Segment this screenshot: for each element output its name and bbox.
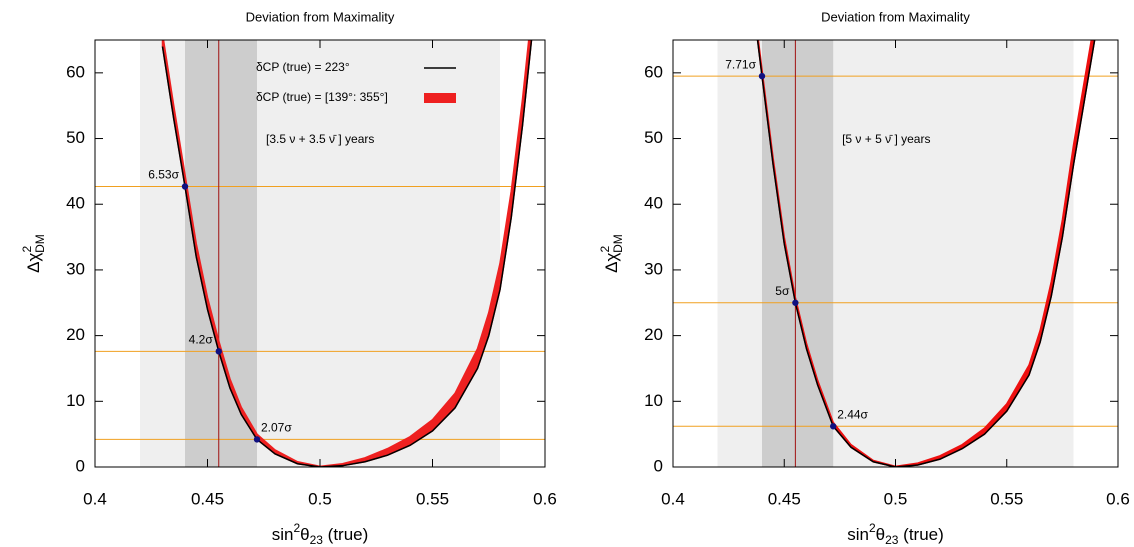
- point-label: 6.53σ: [148, 168, 179, 182]
- label-part: θ: [300, 525, 309, 544]
- x-tick-label: 0.45: [768, 489, 801, 508]
- x-tick-label: 0.4: [661, 489, 685, 508]
- chart-title: Deviation from Maximality: [246, 9, 395, 24]
- point-label: 2.07σ: [261, 421, 292, 435]
- label-part: (true): [898, 525, 943, 544]
- y-tick-label: 20: [66, 325, 85, 344]
- label-sub: 23: [885, 533, 899, 547]
- y-tick-label: 10: [66, 391, 85, 410]
- y-tick-label: 40: [66, 194, 85, 213]
- label-part: sin: [272, 525, 294, 544]
- y-tick-label: 10: [644, 391, 663, 410]
- x-tick-label: 0.55: [416, 489, 449, 508]
- legend-label: δCP (true) = 223°: [256, 60, 350, 74]
- y-axis-label: Δχ2DM: [598, 234, 625, 273]
- y-tick-label: 40: [644, 194, 663, 213]
- label-sub: DM: [611, 234, 625, 253]
- point: [792, 299, 799, 306]
- point: [215, 348, 222, 355]
- shaded-band: [762, 40, 834, 467]
- y-tick-label: 60: [644, 62, 663, 81]
- panel: 6.53σ 4.2σ 2.07σ 0 10 20 30 40 50 60 0.4 0.45 0.5 0.5…: [20, 9, 557, 547]
- x-tick-label: 0.5: [308, 489, 332, 508]
- label-sub: DM: [33, 234, 47, 253]
- point-label: 4.2σ: [189, 333, 214, 347]
- x-tick-label: 0.4: [83, 489, 107, 508]
- legend-label: δCP (true) = [139°: 355°]: [256, 90, 388, 104]
- y-tick-label: 60: [66, 62, 85, 81]
- y-tick-label: 20: [644, 325, 663, 344]
- point: [758, 72, 766, 80]
- label-part: (true): [323, 525, 368, 544]
- x-tick-label: 0.55: [990, 489, 1023, 508]
- point: [181, 183, 189, 190]
- label-sub: 23: [310, 533, 324, 547]
- label-part: Δχ: [602, 252, 621, 272]
- y-tick-label: 50: [644, 128, 663, 147]
- annotation: [3.5 ν + 3.5 ν̄ ] years: [266, 132, 374, 146]
- y-tick-label: 0: [654, 456, 663, 475]
- y-tick-label: 50: [66, 128, 85, 147]
- line: [756, 40, 1096, 467]
- y-axis-label: Δχ2DM: [20, 234, 47, 273]
- panel: 7.71σ 5σ 2.44σ 0 10 20 30 40 50 60 0.4 0.45 0.5 0.55 0…: [598, 9, 1130, 547]
- chart-title: Deviation from Maximality: [821, 9, 970, 24]
- legend-swatch: [424, 93, 456, 103]
- line: [161, 40, 533, 467]
- plot-area: [673, 40, 1118, 467]
- label-sup: 2: [869, 521, 876, 535]
- point-label: 7.71σ: [725, 57, 756, 71]
- x-axis-label: sin2θ23 (true): [272, 521, 369, 547]
- label-part: θ: [876, 525, 885, 544]
- y-tick-label: 30: [644, 259, 663, 278]
- point-label: 5σ: [775, 284, 790, 298]
- label-sup: 2: [20, 246, 34, 253]
- point-label: 2.44σ: [837, 407, 868, 421]
- point: [830, 423, 837, 430]
- x-tick-label: 0.6: [533, 489, 557, 508]
- label-sup: 2: [598, 246, 612, 253]
- x-tick-label: 0.45: [191, 489, 224, 508]
- plot-area: [95, 40, 545, 467]
- label-sup: 2: [293, 521, 300, 535]
- x-tick-label: 0.6: [1106, 489, 1130, 508]
- y-tick-label: 30: [66, 259, 85, 278]
- x-tick-label: 0.5: [884, 489, 908, 508]
- label-part: Δχ: [24, 252, 43, 272]
- annotation: [5 ν + 5 ν̄ ] years: [842, 132, 930, 146]
- y-tick-label: 0: [76, 456, 85, 475]
- label-part: sin: [847, 525, 869, 544]
- point: [253, 436, 261, 443]
- x-axis-label: sin2θ23 (true): [847, 521, 944, 547]
